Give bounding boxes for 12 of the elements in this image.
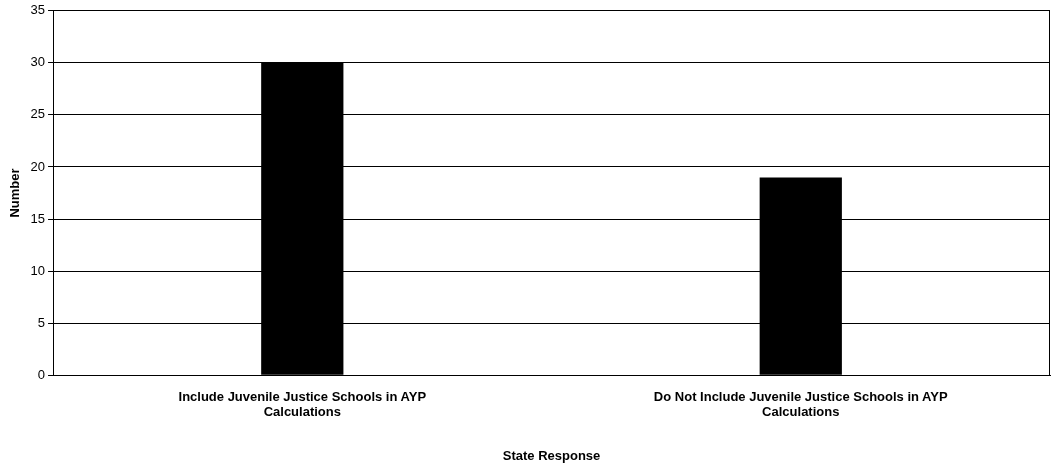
y-tick-label: 30 [30, 54, 46, 70]
x-axis-title: State Response [502, 447, 601, 463]
y-tick-label: 20 [30, 158, 46, 174]
y-tick-label: 5 [37, 314, 46, 330]
y-tick-label: 25 [30, 106, 46, 122]
y-tick-label: 35 [30, 2, 46, 18]
y-tick-label: 15 [30, 210, 46, 226]
x-tick-label: Do Not Include Juvenile Justice Schools in AYP Calculations [653, 388, 948, 420]
y-tick-label: 0 [37, 366, 46, 382]
y-tick-label: 10 [30, 262, 46, 278]
y-axis-title: Number [7, 168, 23, 218]
x-tick-label: Include Juvenile Justice Schools in AYP Calculations [178, 388, 427, 420]
